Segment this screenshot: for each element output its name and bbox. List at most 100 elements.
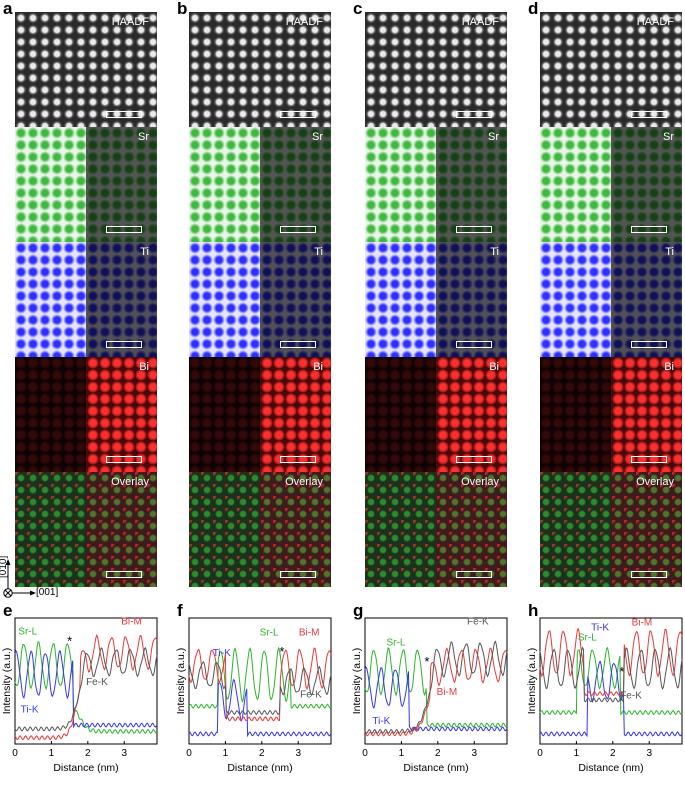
series-label-sr-l: Sr-L: [18, 626, 37, 637]
y-axis-label: Intensity (a.u.): [351, 648, 363, 715]
map-c-haadf-0: HAADF: [365, 12, 507, 127]
map-b-single-1: Sr: [189, 127, 331, 242]
series-label-fe-k: Fe-K: [620, 691, 642, 702]
map-label: Overlay: [461, 476, 499, 488]
map-d-single-1: Sr: [540, 127, 682, 242]
series-line-bi-m: [539, 627, 683, 697]
x-tick-label: 3: [471, 748, 477, 759]
scale-bar: [106, 226, 142, 233]
map-label: Ti: [490, 246, 499, 258]
map-a-single-2: Ti: [15, 242, 157, 357]
axis-001-label: [001]: [36, 587, 59, 598]
series-label-sr-l: Sr-L: [386, 638, 405, 649]
map-label: Bi: [489, 361, 499, 373]
panel-letter-a: a: [3, 0, 13, 18]
panel-letter-b: b: [177, 0, 188, 18]
axis-010-label: [010]: [0, 555, 9, 578]
map-label: Sr: [663, 131, 674, 143]
map-c-single-1: Sr: [365, 127, 507, 242]
series-label-ti-k: Ti-K: [213, 648, 231, 659]
plot-frame: [14, 617, 158, 745]
x-tick-label: 3: [121, 748, 127, 759]
series-label-ti-k: Ti-K: [21, 705, 39, 716]
series-label-sr-l: Sr-L: [260, 628, 279, 639]
map-b-single-2: Ti: [189, 242, 331, 357]
x-tick-label: 2: [435, 748, 441, 759]
plot-frame: [188, 617, 332, 745]
map-label: HAADF: [636, 16, 674, 28]
plot-frame: [539, 617, 683, 745]
scale-bar: [631, 226, 667, 233]
map-label: Bi: [139, 361, 149, 373]
map-label: Sr: [488, 131, 499, 143]
map-label: Sr: [312, 131, 323, 143]
scale-bar: [631, 111, 667, 118]
plot-letter-h: h: [528, 601, 539, 620]
map-c-bi-3: Bi: [365, 357, 507, 472]
series-label-sr-l: Sr-L: [578, 633, 597, 644]
series-line-ti-k: [539, 660, 683, 738]
map-c-single-2: Ti: [365, 242, 507, 357]
x-axis-label: Distance (nm): [403, 762, 468, 774]
x-tick-label: 0: [537, 748, 543, 759]
map-label: Bi: [313, 361, 323, 373]
x-tick-label: 0: [12, 748, 18, 759]
panel-letter-d: d: [528, 0, 539, 18]
series-line-fe-k: [539, 646, 683, 704]
x-tick-label: 1: [49, 748, 55, 759]
map-d-overlay-4: Overlay: [540, 472, 682, 587]
series-label-bi-m: Bi-M: [632, 618, 653, 629]
map-label: Bi: [664, 361, 674, 373]
map-label: Overlay: [636, 476, 674, 488]
x-tick-label: 1: [574, 748, 580, 759]
series-line-sr-l: [188, 646, 332, 709]
x-tick-label: 1: [399, 748, 405, 759]
scale-bar: [456, 341, 492, 348]
series-line-ti-k: [14, 649, 158, 729]
x-tick-label: 1: [223, 748, 229, 759]
scale-bar: [456, 111, 492, 118]
map-label: Sr: [138, 131, 149, 143]
x-tick-label: 2: [610, 748, 616, 759]
series-label-bi-m: Bi-M: [121, 616, 142, 627]
map-d-single-2: Ti: [540, 242, 682, 357]
series-line-sr-l: [539, 646, 683, 716]
plot-letter-f: f: [177, 601, 183, 620]
x-tick-label: 0: [186, 748, 192, 759]
scale-bar: [280, 226, 316, 233]
map-b-overlay-4: Overlay: [189, 472, 331, 587]
x-tick-label: 3: [646, 748, 652, 759]
scale-bar: [456, 571, 492, 578]
interface-star-marker: *: [279, 644, 284, 659]
map-label: HAADF: [461, 16, 499, 28]
scale-bar: [280, 456, 316, 463]
map-c-overlay-4: Overlay: [365, 472, 507, 587]
scale-bar: [106, 111, 142, 118]
x-axis-label: Distance (nm): [227, 762, 292, 774]
y-axis-label: Intensity (a.u.): [526, 648, 538, 715]
scale-bar: [456, 226, 492, 233]
series-label-bi-m: Bi-M: [299, 628, 320, 639]
map-d-bi-3: Bi: [540, 357, 682, 472]
scale-bar: [456, 456, 492, 463]
map-label: Ti: [665, 246, 674, 258]
map-a-single-1: Sr: [15, 127, 157, 242]
scale-bar: [631, 456, 667, 463]
series-line-fe-k: [364, 640, 508, 735]
interface-star-marker: *: [67, 634, 72, 649]
scale-bar: [106, 571, 142, 578]
series-label-ti-k: Ti-K: [591, 623, 609, 634]
x-tick-label: 3: [295, 748, 301, 759]
map-a-overlay-4: Overlay: [15, 472, 157, 587]
series-line-ti-k: [188, 679, 332, 738]
map-d-haadf-0: HAADF: [540, 12, 682, 127]
map-label: Ti: [314, 246, 323, 258]
scale-bar: [280, 571, 316, 578]
scale-bar: [631, 341, 667, 348]
series-line-bi-m: [364, 647, 508, 737]
map-b-haadf-0: HAADF: [189, 12, 331, 127]
